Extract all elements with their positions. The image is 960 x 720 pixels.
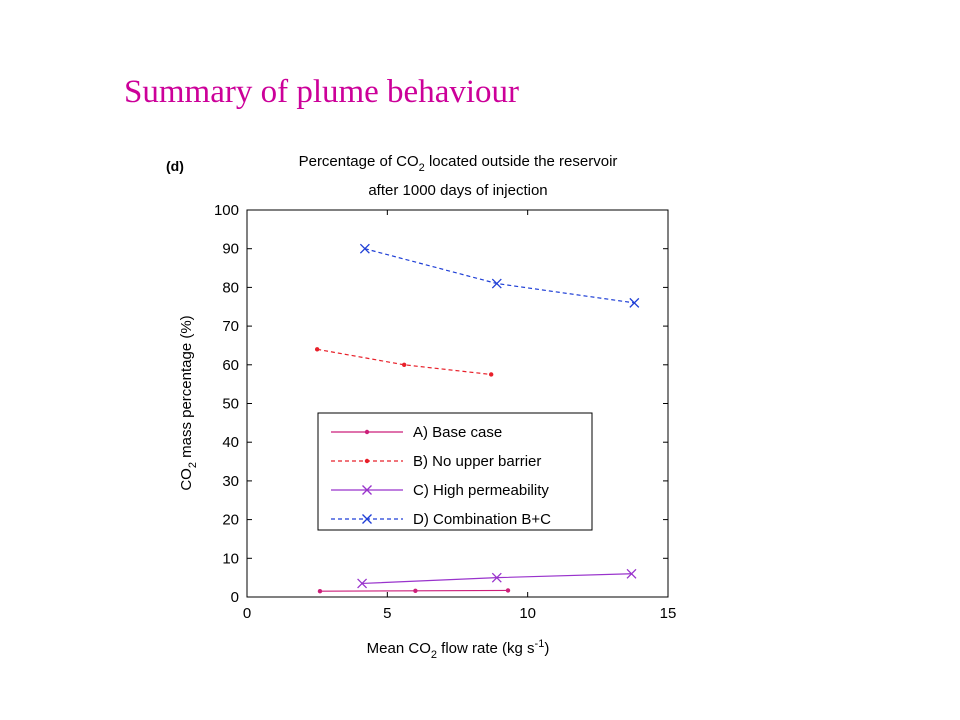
y-tick-label: 0	[231, 589, 239, 606]
series-line	[317, 348, 492, 376]
series-0	[317, 588, 511, 594]
y-tick-label: 50	[222, 396, 239, 413]
panel-label: (d)	[166, 158, 184, 174]
series-layer	[314, 243, 640, 594]
data-point	[505, 588, 511, 593]
chart-title-line2: after 1000 days of injection	[368, 182, 547, 199]
data-point	[491, 572, 502, 583]
data-point	[314, 347, 320, 352]
legend-label: B) No upper barrier	[413, 453, 541, 470]
legend-entry: D) Combination B+C	[331, 511, 551, 528]
y-tick-label: 80	[222, 279, 239, 296]
y-tick-label: 70	[222, 318, 239, 335]
x-axis-label: Mean CO2 flow rate (kg s-1)	[367, 638, 550, 661]
y-tick-label: 10	[222, 550, 239, 567]
x-tick-label: 5	[383, 605, 391, 622]
data-point	[626, 568, 637, 579]
y-tick-label: 30	[222, 473, 239, 490]
legend-marker	[364, 429, 370, 435]
slide-title: Summary of plume behaviour	[124, 74, 520, 110]
y-tick-label: 20	[222, 512, 239, 529]
chart-title-line1: Percentage of CO2 located outside the re…	[299, 153, 618, 174]
data-point	[401, 362, 407, 367]
y-tick-label: 40	[222, 434, 239, 451]
legend-label: D) Combination B+C	[413, 511, 551, 528]
legend-marker	[362, 514, 372, 524]
series-line	[362, 573, 632, 585]
legend-entry: B) No upper barrier	[331, 453, 541, 470]
data-point	[491, 278, 502, 289]
legend-marker	[362, 485, 372, 495]
legend-label: A) Base case	[413, 424, 502, 441]
legend-label: C) High permeability	[413, 482, 549, 499]
y-axis-label: CO2 mass percentage (%)	[178, 315, 199, 490]
legend-marker	[364, 458, 370, 464]
data-point	[357, 578, 368, 589]
legend: A) Base case B) No upper barrier C) High p…	[317, 412, 593, 531]
data-point	[317, 588, 323, 594]
legend-entry: C) High permeability	[331, 482, 549, 499]
series-2	[357, 568, 637, 589]
x-tick-label: 15	[660, 605, 677, 622]
axis-ticks: 0 5 10 15 0 10 20 30 40 50 60 70 80 90 100	[214, 202, 676, 622]
y-tick-label: 90	[222, 241, 239, 258]
x-tick-label: 0	[243, 605, 251, 622]
plot-frame	[246, 209, 669, 598]
data-point	[488, 372, 494, 377]
data-point	[413, 588, 418, 594]
series-line	[364, 248, 635, 304]
x-tick-label: 10	[519, 605, 536, 622]
series-1	[314, 347, 494, 377]
y-tick-label: 100	[214, 202, 239, 219]
data-point	[359, 243, 370, 254]
y-tick-label: 60	[222, 357, 239, 374]
legend-entry: A) Base case	[331, 424, 502, 441]
series-3	[359, 243, 640, 308]
data-point	[629, 297, 640, 308]
